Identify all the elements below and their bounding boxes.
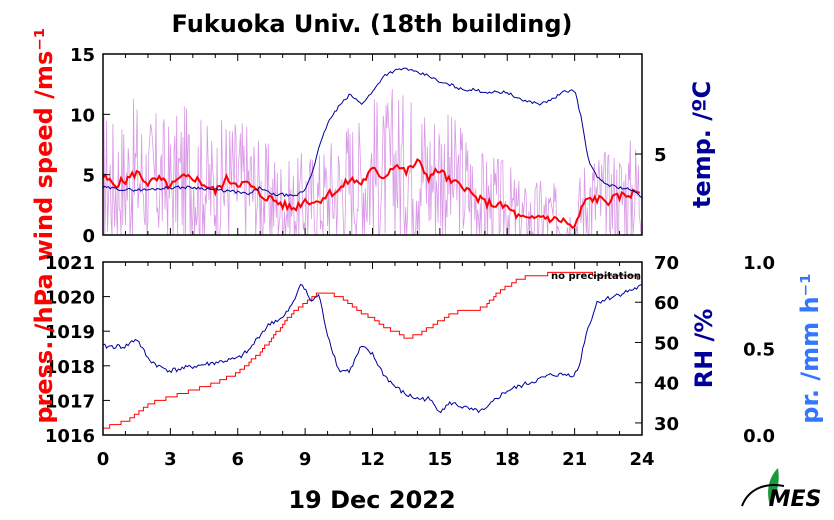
y-tick-label-left: 5	[82, 166, 95, 187]
y-tick-label-left: 15	[70, 45, 95, 66]
logo-swoosh-icon	[741, 484, 785, 507]
wind-gust-line	[102, 89, 642, 237]
top-panel: 0 5 10 15 wind speed /ms⁻¹ 5 temp. /ºC	[30, 28, 716, 262]
pressure-axis-label: press. /hPa	[30, 273, 58, 423]
date-label: 19 Dec 2022	[288, 486, 455, 514]
rh-line	[102, 283, 643, 414]
y-tick-label-right: 50	[654, 333, 679, 354]
bottom-panel-frame	[102, 261, 643, 436]
precip-tick-label: 0.5	[743, 340, 775, 361]
x-tick-label: 18	[495, 449, 520, 470]
logo-text: MES	[769, 487, 822, 512]
y-tick-label-left: 10	[70, 105, 95, 126]
temperature-line	[102, 67, 643, 199]
y-tick-label-right: 5	[654, 145, 667, 166]
y-tick-label-left: 1019	[45, 322, 95, 343]
y-tick-label-left: 1016	[45, 426, 95, 447]
wind-speed-axis-label: wind speed /ms⁻¹	[30, 28, 58, 262]
y-tick-label-right: 70	[654, 253, 679, 274]
y-tick-label-left: 1020	[45, 288, 95, 309]
pressure-line	[103, 271, 640, 429]
logo	[741, 468, 785, 507]
temperature-axis-label: temp. /ºC	[688, 81, 716, 208]
chart-title: Fukuoka Univ. (18th building)	[172, 10, 573, 38]
x-tick-label: 24	[629, 449, 654, 470]
rh-axis-label: RH /%	[690, 309, 718, 389]
logo-leaf-icon	[768, 468, 779, 506]
no-precipitation-note: no precipitation	[551, 271, 641, 282]
y-tick-label-right: 40	[654, 374, 679, 395]
x-tick-label: 9	[299, 449, 312, 470]
precip-axis-label: pr. /mm h⁻¹	[796, 273, 824, 423]
x-tick-label: 15	[427, 449, 452, 470]
x-tick-label: 3	[164, 449, 177, 470]
x-tick-label: 6	[231, 449, 244, 470]
y-tick-label-left: 1017	[45, 391, 95, 412]
x-tick-label: 12	[360, 449, 385, 470]
x-tick-label: 21	[562, 449, 587, 470]
y-tick-label-right: 60	[654, 293, 679, 314]
wind-mean-line	[102, 158, 641, 230]
y-tick-label-left: 1018	[45, 357, 95, 378]
y-tick-label-left: 0	[82, 226, 95, 247]
precip-tick-label: 0.0	[743, 426, 775, 447]
y-tick-label-left: 1021	[45, 253, 95, 274]
x-tick-label: 0	[97, 449, 110, 470]
precip-tick-label: 1.0	[743, 253, 775, 274]
y-tick-label-right: 30	[654, 414, 679, 435]
